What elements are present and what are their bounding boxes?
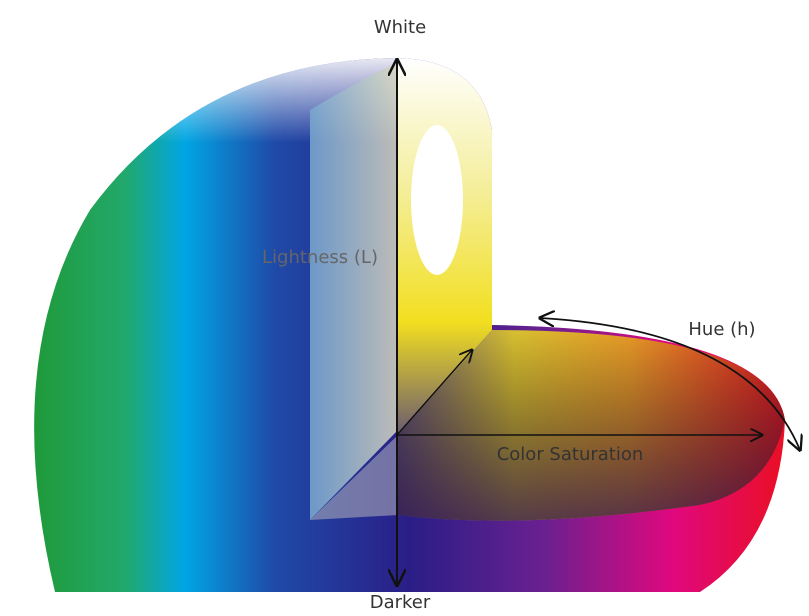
- page: White Lightness (L) Hue (h) Color Satura…: [0, 0, 809, 616]
- white-label: White: [374, 17, 426, 38]
- lightness-label: Lightness (L): [262, 247, 378, 268]
- saturation-label: Color Saturation: [497, 444, 644, 465]
- darker-label: Darker: [370, 592, 431, 613]
- highlight: [411, 125, 463, 275]
- hue-label: Hue (h): [688, 319, 755, 340]
- color-solid-diagram: White Lightness (L) Hue (h) Color Satura…: [0, 0, 809, 616]
